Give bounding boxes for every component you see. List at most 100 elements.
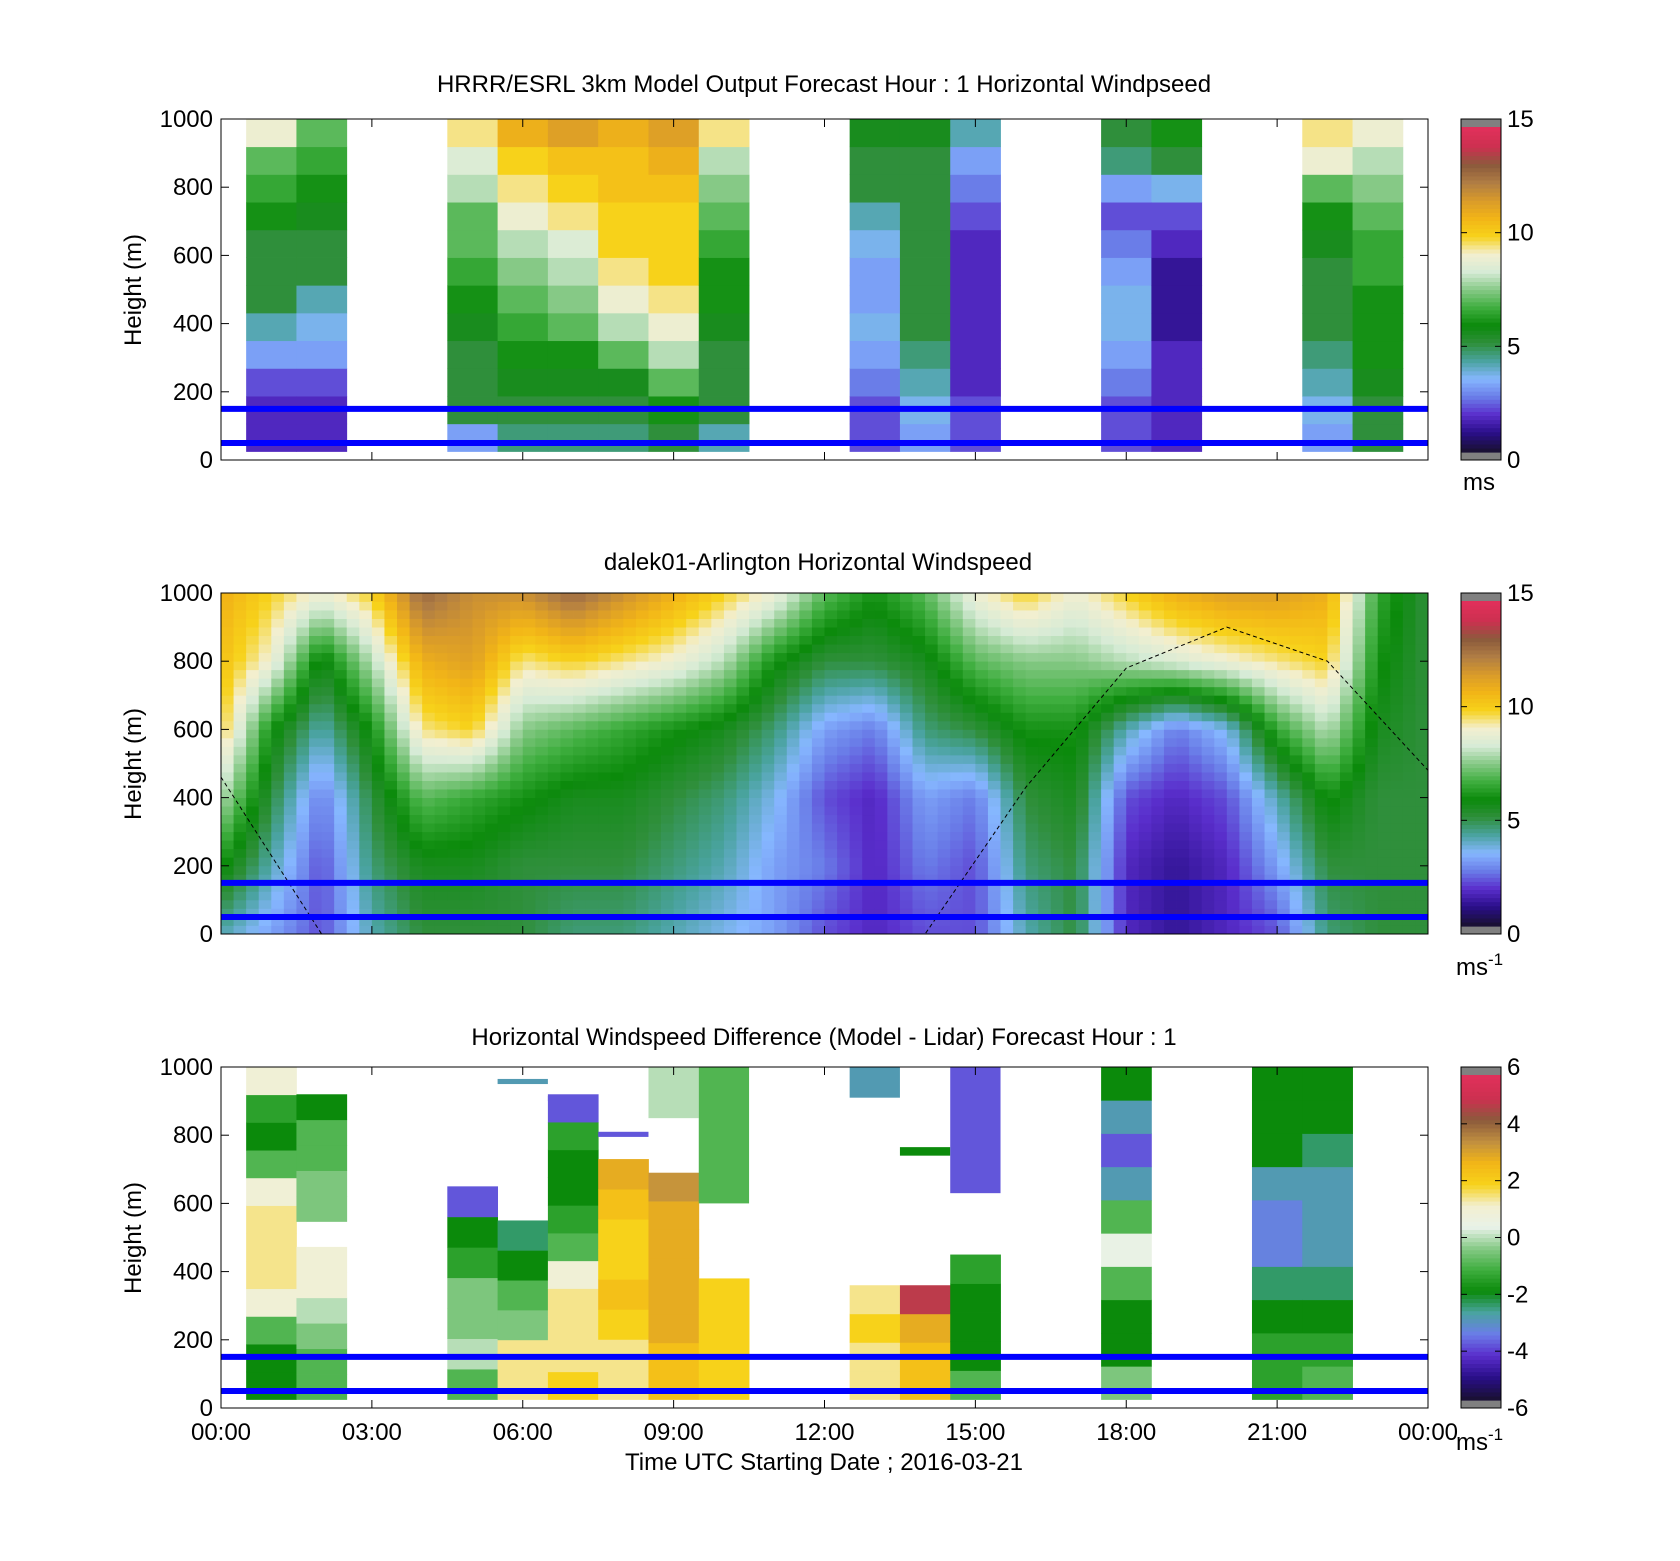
lidar-cell bbox=[635, 703, 649, 713]
lidar-cell bbox=[887, 678, 901, 688]
lidar-cell bbox=[849, 772, 863, 781]
lidar-cell bbox=[497, 669, 511, 679]
lidar-cell bbox=[1189, 754, 1203, 764]
colorbar-segment bbox=[1461, 248, 1501, 254]
lidar-cell bbox=[334, 789, 348, 798]
model-cell bbox=[1101, 202, 1152, 231]
lidar-cell bbox=[1075, 899, 1089, 909]
lidar-cell bbox=[296, 874, 310, 884]
lidar-cell bbox=[1063, 686, 1077, 696]
lidar-cell bbox=[1126, 891, 1140, 901]
lidar-cell bbox=[1377, 848, 1391, 858]
lidar-cell bbox=[950, 686, 964, 696]
lidar-cell bbox=[1138, 891, 1152, 901]
lidar-cell bbox=[459, 678, 473, 688]
lidar-cell bbox=[698, 652, 712, 662]
lidar-cell bbox=[510, 840, 524, 850]
lidar-cell bbox=[547, 618, 561, 628]
lidar-cell bbox=[849, 874, 863, 884]
lidar-cell bbox=[1176, 627, 1190, 637]
lidar-cell bbox=[560, 865, 574, 875]
lidar-cell bbox=[673, 789, 687, 798]
lidar-cell bbox=[585, 823, 599, 833]
colorbar-segment bbox=[1461, 844, 1501, 850]
lidar-cell bbox=[1377, 780, 1391, 790]
lidar-cell bbox=[1402, 712, 1416, 722]
lidar-cell bbox=[786, 848, 800, 858]
lidar-cell bbox=[1163, 891, 1177, 901]
lidar-cell bbox=[422, 678, 436, 688]
lidar-cell bbox=[648, 601, 662, 611]
lidar-cell bbox=[1088, 874, 1102, 884]
lidar-cell bbox=[1176, 831, 1190, 841]
lidar-cell bbox=[887, 652, 901, 662]
model-cell bbox=[1151, 174, 1203, 203]
difference-cell bbox=[598, 1309, 649, 1340]
lidar-cell bbox=[346, 618, 360, 628]
lidar-cell bbox=[623, 712, 637, 722]
lidar-cell bbox=[874, 848, 888, 858]
lidar-cell bbox=[736, 806, 750, 816]
lidar-cell bbox=[623, 925, 637, 935]
lidar-cell bbox=[799, 848, 813, 858]
lidar-cell bbox=[673, 865, 687, 875]
lidar-cell bbox=[309, 729, 322, 739]
lidar-cell bbox=[409, 772, 423, 781]
lidar-cell bbox=[937, 840, 951, 850]
lidar-cell bbox=[409, 695, 423, 705]
lidar-cell bbox=[221, 618, 234, 628]
lidar-cell bbox=[1025, 652, 1039, 662]
lidar-cell bbox=[497, 737, 511, 747]
lidar-cell bbox=[925, 823, 939, 833]
lidar-cell bbox=[1176, 746, 1190, 756]
colorbar-segment bbox=[1461, 1257, 1501, 1263]
lidar-cell bbox=[899, 729, 913, 739]
lidar-cell bbox=[1189, 823, 1203, 833]
lidar-cell bbox=[1339, 754, 1353, 764]
lidar-cell bbox=[246, 823, 260, 833]
lidar-cell bbox=[447, 797, 461, 807]
lidar-cell bbox=[346, 644, 360, 654]
colorbar-segment bbox=[1461, 609, 1501, 614]
lidar-cell bbox=[623, 610, 637, 619]
model-cell bbox=[950, 423, 1001, 452]
lidar-cell bbox=[912, 806, 926, 816]
lidar-cell bbox=[673, 754, 687, 764]
lidar-cell bbox=[799, 737, 813, 747]
model-cell bbox=[698, 423, 750, 452]
lidar-cell bbox=[862, 882, 876, 892]
colorbar-segment bbox=[1461, 747, 1501, 752]
model-cell bbox=[1352, 174, 1404, 203]
lidar-cell bbox=[409, 874, 423, 884]
lidar-cell bbox=[384, 806, 398, 816]
lidar-cell bbox=[673, 831, 687, 841]
lidar-cell bbox=[1226, 797, 1240, 807]
lidar-cell bbox=[560, 695, 574, 705]
lidar-cell bbox=[334, 746, 348, 756]
lidar-cell bbox=[698, 610, 712, 619]
lidar-cell bbox=[497, 635, 511, 645]
lidar-cell bbox=[937, 865, 951, 875]
lidar-cell bbox=[1251, 840, 1265, 850]
lidar-cell bbox=[409, 737, 423, 747]
lidar-cell bbox=[221, 593, 234, 602]
model-cell bbox=[246, 119, 297, 148]
lidar-cell bbox=[774, 729, 788, 739]
lidar-cell bbox=[1239, 644, 1253, 654]
lidar-cell bbox=[384, 780, 398, 790]
colorbar-segment bbox=[1461, 301, 1501, 307]
lidar-cell bbox=[937, 635, 951, 645]
lidar-cell bbox=[761, 916, 775, 926]
lidar-cell bbox=[1327, 823, 1341, 833]
lidar-cell bbox=[661, 593, 675, 602]
lidar-cell bbox=[1239, 882, 1253, 892]
lidar-cell bbox=[1013, 797, 1027, 807]
lidar-cell bbox=[736, 882, 750, 892]
lidar-cell bbox=[271, 593, 285, 602]
lidar-cell bbox=[786, 593, 800, 602]
lidar-cell bbox=[925, 610, 939, 619]
model-cell bbox=[497, 229, 549, 258]
lidar-cell bbox=[1402, 780, 1416, 790]
lidar-cell bbox=[1415, 610, 1429, 619]
lidar-cell bbox=[258, 857, 272, 867]
